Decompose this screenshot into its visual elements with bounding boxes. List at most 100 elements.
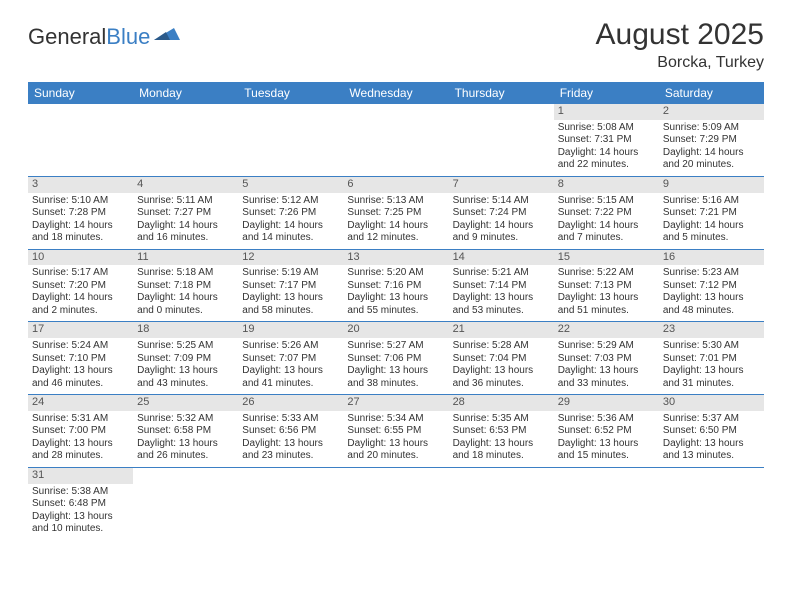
daylight-text: Daylight: 14 hours and 20 minutes.: [663, 147, 760, 172]
day-cell: [343, 467, 448, 539]
sunrise-text: Sunrise: 5:21 AM: [453, 267, 550, 280]
daylight-text: Daylight: 13 hours and 28 minutes.: [32, 438, 129, 463]
sunrise-text: Sunrise: 5:24 AM: [32, 340, 129, 353]
weekday-header: Saturday: [659, 82, 764, 104]
week-row: 31Sunrise: 5:38 AMSunset: 6:48 PMDayligh…: [28, 467, 764, 539]
day-cell: 13Sunrise: 5:20 AMSunset: 7:16 PMDayligh…: [343, 249, 448, 322]
daylight-text: Daylight: 14 hours and 12 minutes.: [347, 220, 444, 245]
month-title: August 2025: [596, 18, 764, 52]
sunset-text: Sunset: 7:28 PM: [32, 207, 129, 220]
sunrise-text: Sunrise: 5:18 AM: [137, 267, 234, 280]
day-cell: 23Sunrise: 5:30 AMSunset: 7:01 PMDayligh…: [659, 322, 764, 395]
day-cell: 1Sunrise: 5:08 AMSunset: 7:31 PMDaylight…: [554, 104, 659, 176]
day-number: 16: [659, 250, 764, 266]
day-cell: 24Sunrise: 5:31 AMSunset: 7:00 PMDayligh…: [28, 395, 133, 468]
flag-icon: [154, 26, 180, 49]
day-number: 11: [133, 250, 238, 266]
logo-text-1: General: [28, 24, 106, 49]
daylight-text: Daylight: 14 hours and 14 minutes.: [242, 220, 339, 245]
day-cell: 10Sunrise: 5:17 AMSunset: 7:20 PMDayligh…: [28, 249, 133, 322]
daylight-text: Daylight: 13 hours and 53 minutes.: [453, 292, 550, 317]
daylight-text: Daylight: 13 hours and 20 minutes.: [347, 438, 444, 463]
day-number: 5: [238, 177, 343, 193]
sunset-text: Sunset: 7:17 PM: [242, 280, 339, 293]
week-row: 1Sunrise: 5:08 AMSunset: 7:31 PMDaylight…: [28, 104, 764, 176]
day-cell: 6Sunrise: 5:13 AMSunset: 7:25 PMDaylight…: [343, 176, 448, 249]
day-number: 28: [449, 395, 554, 411]
daylight-text: Daylight: 13 hours and 41 minutes.: [242, 365, 339, 390]
day-number: 27: [343, 395, 448, 411]
day-number: 6: [343, 177, 448, 193]
sunset-text: Sunset: 7:27 PM: [137, 207, 234, 220]
day-cell: 3Sunrise: 5:10 AMSunset: 7:28 PMDaylight…: [28, 176, 133, 249]
location: Borcka, Turkey: [596, 54, 764, 72]
day-cell: [659, 467, 764, 539]
sunset-text: Sunset: 7:24 PM: [453, 207, 550, 220]
daylight-text: Daylight: 13 hours and 55 minutes.: [347, 292, 444, 317]
daylight-text: Daylight: 14 hours and 18 minutes.: [32, 220, 129, 245]
sunset-text: Sunset: 7:14 PM: [453, 280, 550, 293]
daylight-text: Daylight: 14 hours and 9 minutes.: [453, 220, 550, 245]
sunrise-text: Sunrise: 5:23 AM: [663, 267, 760, 280]
sunrise-text: Sunrise: 5:19 AM: [242, 267, 339, 280]
header: GeneralBlue August 2025 Borcka, Turkey: [28, 18, 764, 72]
sunset-text: Sunset: 7:04 PM: [453, 353, 550, 366]
day-number: 1: [554, 104, 659, 120]
sunset-text: Sunset: 7:22 PM: [558, 207, 655, 220]
sunrise-text: Sunrise: 5:16 AM: [663, 195, 760, 208]
day-cell: [238, 104, 343, 176]
sunrise-text: Sunrise: 5:28 AM: [453, 340, 550, 353]
day-cell: [238, 467, 343, 539]
day-number: 13: [343, 250, 448, 266]
sunset-text: Sunset: 6:53 PM: [453, 425, 550, 438]
day-cell: 5Sunrise: 5:12 AMSunset: 7:26 PMDaylight…: [238, 176, 343, 249]
week-row: 10Sunrise: 5:17 AMSunset: 7:20 PMDayligh…: [28, 249, 764, 322]
weekday-header-row: Sunday Monday Tuesday Wednesday Thursday…: [28, 82, 764, 104]
daylight-text: Daylight: 13 hours and 13 minutes.: [663, 438, 760, 463]
sunset-text: Sunset: 7:10 PM: [32, 353, 129, 366]
daylight-text: Daylight: 13 hours and 46 minutes.: [32, 365, 129, 390]
day-cell: 19Sunrise: 5:26 AMSunset: 7:07 PMDayligh…: [238, 322, 343, 395]
day-number: 3: [28, 177, 133, 193]
day-cell: 27Sunrise: 5:34 AMSunset: 6:55 PMDayligh…: [343, 395, 448, 468]
day-cell: 18Sunrise: 5:25 AMSunset: 7:09 PMDayligh…: [133, 322, 238, 395]
day-number: 23: [659, 322, 764, 338]
day-number: 4: [133, 177, 238, 193]
sunrise-text: Sunrise: 5:29 AM: [558, 340, 655, 353]
week-row: 17Sunrise: 5:24 AMSunset: 7:10 PMDayligh…: [28, 322, 764, 395]
sunset-text: Sunset: 6:56 PM: [242, 425, 339, 438]
day-number: 15: [554, 250, 659, 266]
daylight-text: Daylight: 13 hours and 26 minutes.: [137, 438, 234, 463]
day-number: 18: [133, 322, 238, 338]
sunset-text: Sunset: 7:29 PM: [663, 134, 760, 147]
sunset-text: Sunset: 7:13 PM: [558, 280, 655, 293]
day-number: 29: [554, 395, 659, 411]
day-cell: 7Sunrise: 5:14 AMSunset: 7:24 PMDaylight…: [449, 176, 554, 249]
sunset-text: Sunset: 6:55 PM: [347, 425, 444, 438]
sunset-text: Sunset: 7:25 PM: [347, 207, 444, 220]
day-cell: [133, 104, 238, 176]
daylight-text: Daylight: 14 hours and 16 minutes.: [137, 220, 234, 245]
daylight-text: Daylight: 14 hours and 22 minutes.: [558, 147, 655, 172]
day-cell: 8Sunrise: 5:15 AMSunset: 7:22 PMDaylight…: [554, 176, 659, 249]
title-block: August 2025 Borcka, Turkey: [596, 18, 764, 72]
day-cell: [343, 104, 448, 176]
day-cell: 20Sunrise: 5:27 AMSunset: 7:06 PMDayligh…: [343, 322, 448, 395]
day-cell: 26Sunrise: 5:33 AMSunset: 6:56 PMDayligh…: [238, 395, 343, 468]
weekday-header: Friday: [554, 82, 659, 104]
sunrise-text: Sunrise: 5:36 AM: [558, 413, 655, 426]
day-cell: 16Sunrise: 5:23 AMSunset: 7:12 PMDayligh…: [659, 249, 764, 322]
day-number: 21: [449, 322, 554, 338]
calendar-table: Sunday Monday Tuesday Wednesday Thursday…: [28, 82, 764, 540]
daylight-text: Daylight: 13 hours and 33 minutes.: [558, 365, 655, 390]
daylight-text: Daylight: 13 hours and 31 minutes.: [663, 365, 760, 390]
day-number: 24: [28, 395, 133, 411]
day-number: 30: [659, 395, 764, 411]
daylight-text: Daylight: 13 hours and 15 minutes.: [558, 438, 655, 463]
daylight-text: Daylight: 13 hours and 18 minutes.: [453, 438, 550, 463]
sunrise-text: Sunrise: 5:11 AM: [137, 195, 234, 208]
sunrise-text: Sunrise: 5:30 AM: [663, 340, 760, 353]
day-number: 25: [133, 395, 238, 411]
day-cell: [133, 467, 238, 539]
sunrise-text: Sunrise: 5:17 AM: [32, 267, 129, 280]
